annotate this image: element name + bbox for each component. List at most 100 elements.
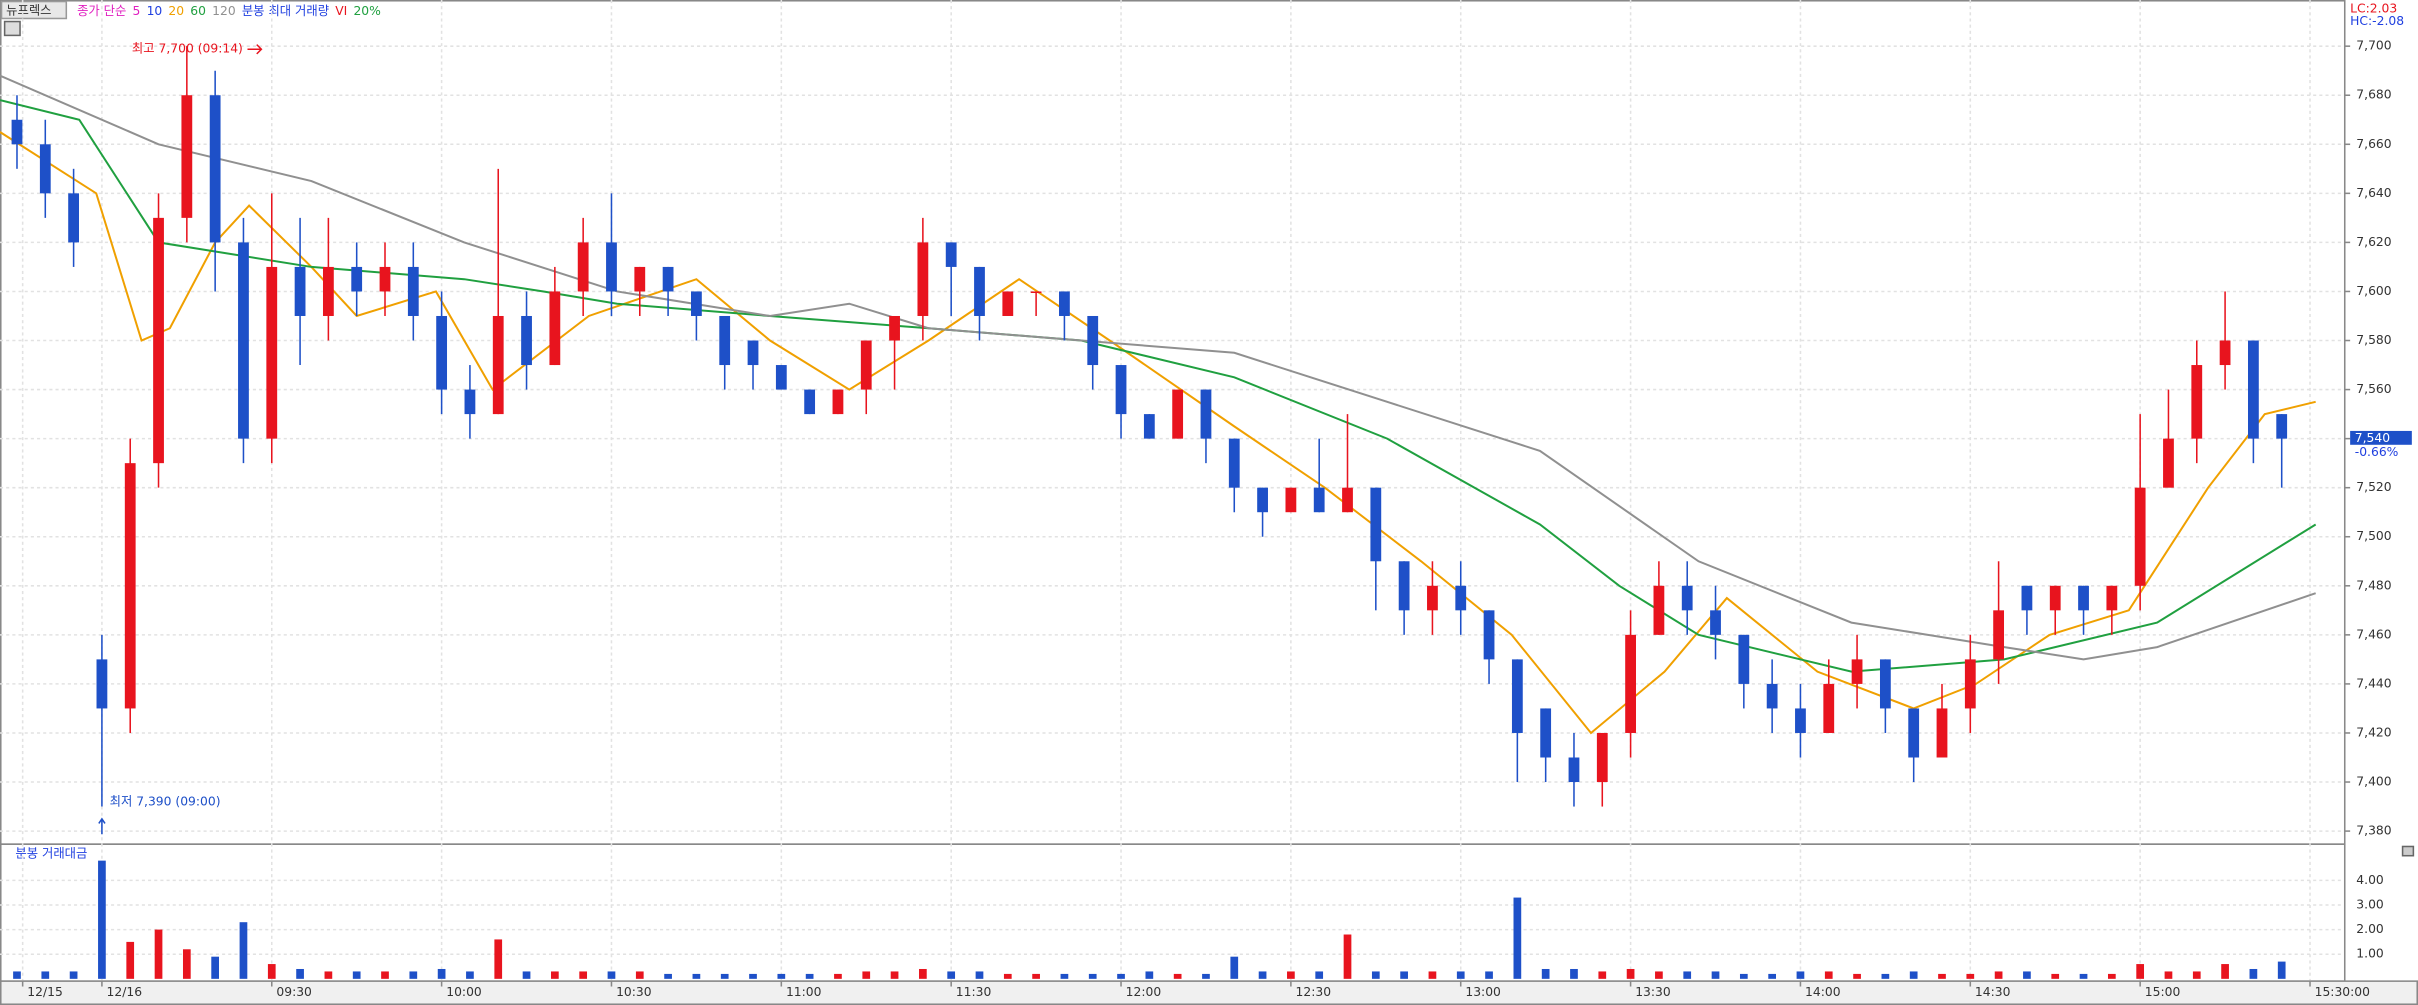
x-tick-label: 15:30:00 — [2315, 985, 2371, 999]
candle-body — [775, 365, 787, 390]
x-tick-label: 11:30 — [956, 985, 992, 999]
volume-bar — [1626, 968, 1635, 979]
volume-bar — [1683, 971, 1692, 979]
candle-body — [1059, 291, 1070, 316]
legend: 종가 단순 5 10 20 60 120 분봉 최대 거래량 VI 20% — [77, 3, 381, 17]
candle-body — [1653, 585, 1665, 635]
annotation: 최고 7,700 (09:14) — [132, 42, 243, 56]
candle-body — [1681, 585, 1693, 611]
legend-item: 분봉 최대 거래량 — [242, 3, 329, 17]
candle-body — [889, 315, 900, 341]
ma-line — [0, 74, 2316, 661]
volume-bar — [409, 971, 418, 979]
candle-body — [2021, 585, 2033, 611]
candle-body — [804, 389, 816, 415]
volume-bar — [352, 971, 361, 979]
candle-body — [2134, 487, 2146, 586]
candle-body — [1823, 683, 1835, 733]
candle-body — [209, 95, 221, 243]
candle-body — [464, 389, 476, 415]
candle-body — [1483, 610, 1495, 660]
y-tick-label: 7,560 — [2356, 382, 2391, 396]
volume-bar — [1768, 973, 1776, 979]
volume-bar — [664, 973, 672, 979]
y-tick-label: 7,680 — [2356, 88, 2391, 102]
legend-item: 5 — [133, 3, 141, 17]
legend-item: 120 — [212, 3, 236, 17]
table-icon[interactable] — [3, 20, 21, 37]
candle-body — [1002, 291, 1014, 316]
x-tick-label: 15:00 — [2145, 985, 2181, 999]
y-tick-label: 4.00 — [2356, 873, 2384, 887]
candle-body — [1398, 561, 1410, 611]
volume-bar — [1881, 973, 1890, 979]
legend-item: VI — [335, 3, 347, 17]
y-tick-label: 7,380 — [2356, 824, 2391, 838]
candle-body — [1143, 414, 1155, 439]
volume-bar — [2051, 973, 2060, 979]
volume-bar — [1994, 971, 2003, 979]
candle-body — [1342, 487, 1353, 513]
volume-bar — [1938, 973, 1946, 979]
x-tick-label: 10:30 — [616, 985, 652, 999]
volume-bar — [579, 971, 588, 979]
candle-body — [1625, 634, 1636, 733]
volume-bar — [1343, 934, 1352, 979]
volume-bar — [2249, 968, 2258, 979]
candle-body — [1738, 634, 1750, 684]
y-tick-label: 7,700 — [2356, 39, 2391, 53]
candle-body — [1172, 389, 1184, 439]
candle-body — [860, 340, 872, 390]
volume-bar — [324, 971, 333, 979]
symbol-box[interactable] — [0, 0, 68, 20]
volume-bar — [1513, 897, 1522, 979]
volume-title: 분봉 거래대금 — [15, 847, 87, 861]
candle-body — [1087, 315, 1099, 366]
x-tick-label: 14:30 — [1975, 985, 2011, 999]
candle-body — [945, 242, 957, 267]
time-axis — [0, 980, 2418, 1005]
volume-bar — [550, 971, 559, 979]
panel-button[interactable] — [2401, 845, 2415, 857]
candle-body — [1427, 585, 1438, 611]
volume-bar — [834, 973, 842, 979]
volume-bar — [2192, 971, 2201, 979]
volume-bar — [2079, 973, 2088, 979]
candle-body — [1257, 487, 1268, 513]
candle-body — [1540, 708, 1552, 758]
legend-item: 종가 단순 — [77, 3, 126, 17]
volume-bar — [1739, 973, 1748, 979]
candle-body — [39, 144, 51, 194]
volume-bar — [522, 971, 531, 979]
x-tick-label: 12/16 — [107, 985, 143, 999]
x-tick-label: 12:30 — [1296, 985, 1332, 999]
annotation-arrow — [98, 817, 106, 835]
x-tick-label: 09:30 — [276, 985, 312, 999]
candle-body — [492, 315, 504, 415]
volume-bar — [1570, 968, 1578, 979]
candle-body — [917, 242, 929, 316]
volume-bar — [805, 973, 814, 979]
candle-body — [577, 242, 589, 292]
volume-bar — [182, 949, 191, 979]
y-tick-label: 7,460 — [2356, 627, 2391, 641]
volume-bar — [975, 971, 984, 979]
volume-bar — [1315, 971, 1324, 979]
candle-body — [1851, 659, 1863, 684]
candle-body — [1908, 708, 1920, 758]
volume-bar — [2107, 973, 2116, 979]
volume-bar — [494, 939, 503, 979]
volume-bar — [41, 971, 50, 979]
candle-body — [322, 266, 334, 316]
volume-bar — [13, 971, 21, 979]
candle-body — [1964, 659, 1976, 709]
volume-bar — [749, 973, 757, 979]
candle-body — [436, 315, 448, 390]
volume-bar — [1032, 973, 1040, 979]
y-tick-label: 7,640 — [2356, 186, 2391, 200]
candle-body — [1766, 683, 1778, 709]
volume-bar — [2164, 971, 2173, 979]
volume-bar — [947, 971, 956, 979]
candle-body — [2191, 365, 2203, 439]
